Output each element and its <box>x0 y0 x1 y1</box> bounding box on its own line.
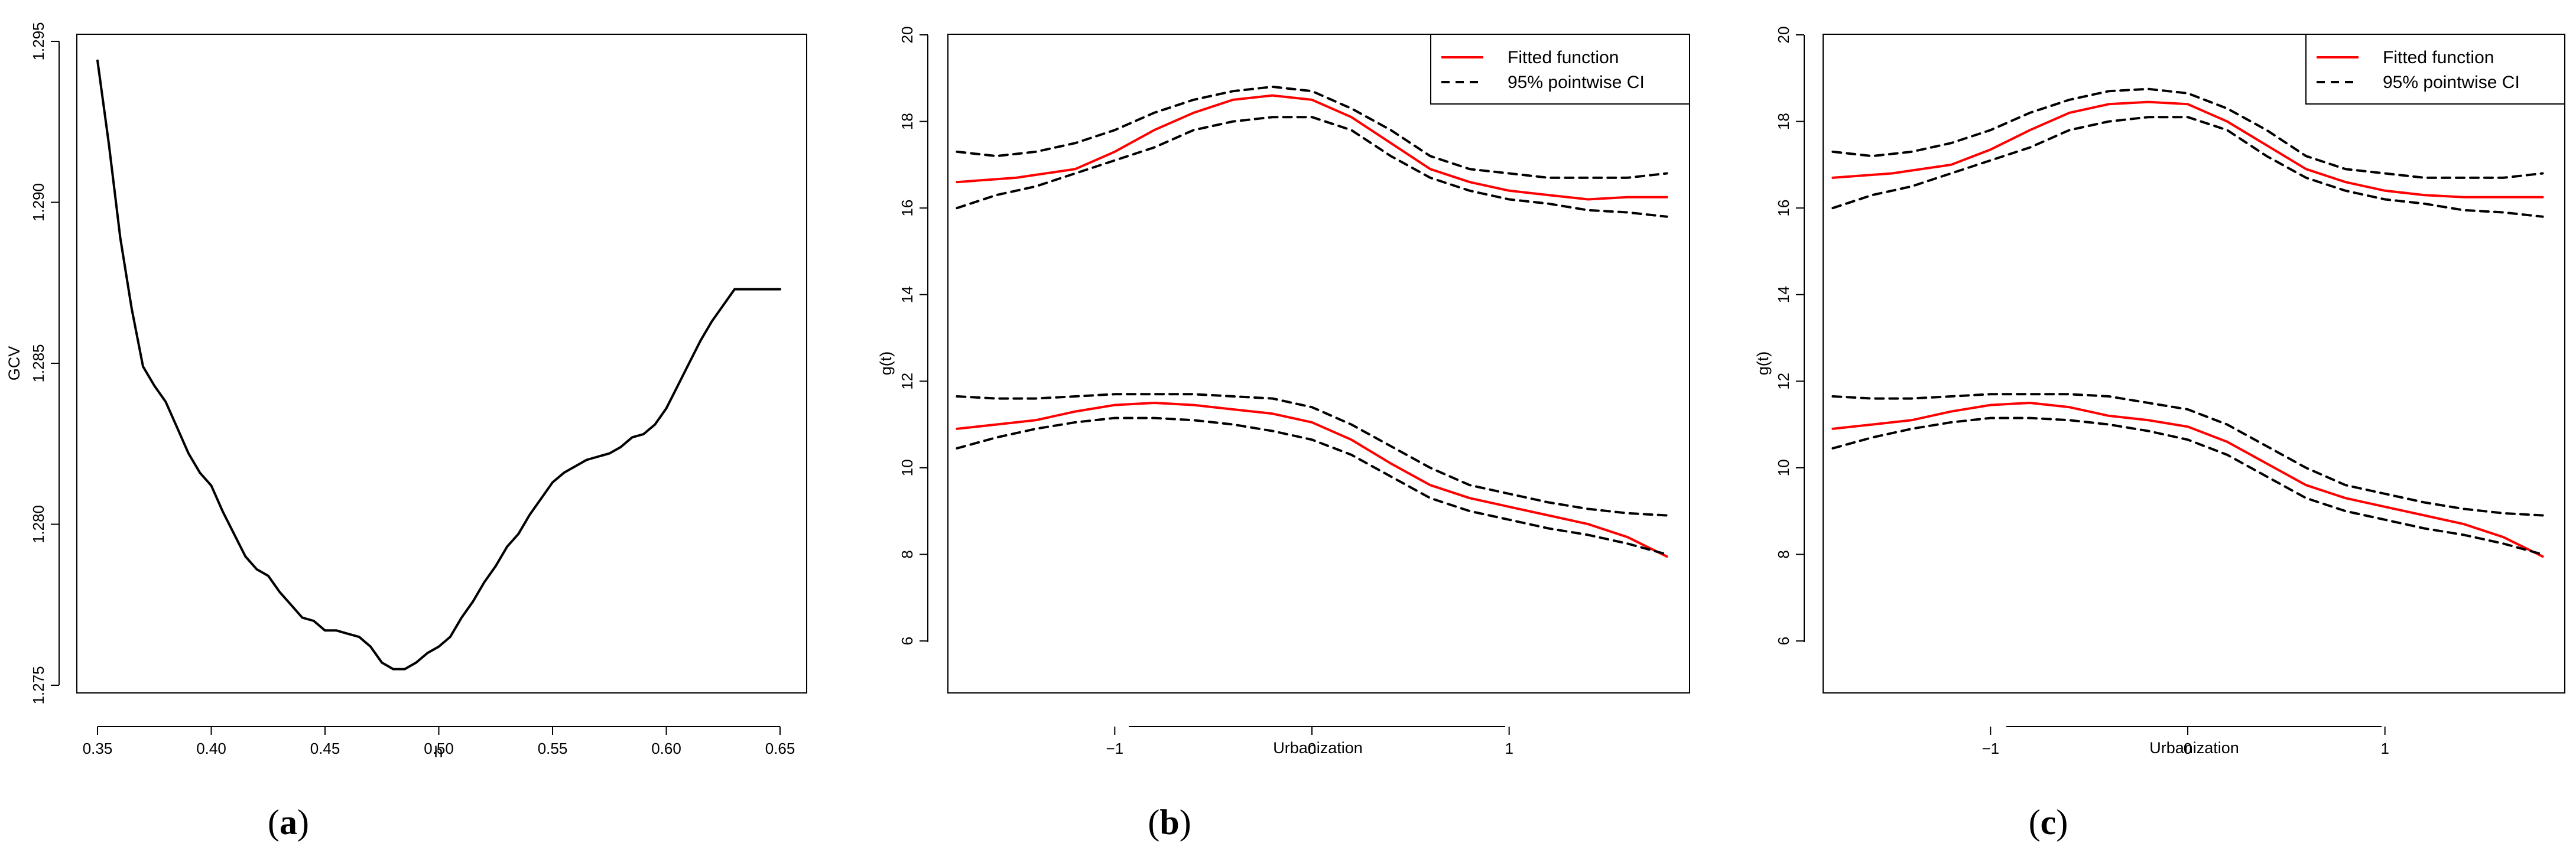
panel-a-caption-open: ( <box>268 803 280 842</box>
panel-c: −1 0 1 Urbanization 6 8 10 12 14 16 18 20 g(t) Fi… <box>1754 27 2565 842</box>
y-tick-label: 8 <box>1775 550 1792 558</box>
series-line-2 <box>956 85 1668 179</box>
panel-c-legend: Fitted function 95% pointwise CI <box>2305 34 2565 105</box>
panel-c-legend-box <box>2305 34 2565 105</box>
y-tick-label: 12 <box>1775 373 1792 390</box>
y-tick-label: 20 <box>1775 27 1792 44</box>
x-tick-label: 0.50 <box>424 740 454 757</box>
panel-c-caption-letter: c <box>2041 803 2057 842</box>
y-tick-label: 18 <box>1775 113 1792 130</box>
y-tick-label: 16 <box>898 200 916 217</box>
panel-c-x-label: Urbanization <box>2149 739 2239 757</box>
y-tick-label: 1.285 <box>30 344 47 382</box>
x-tick-label: 0.60 <box>651 740 681 757</box>
panel-c-legend-fitted-label: Fitted function <box>2383 48 2494 67</box>
y-tick-label: 14 <box>1775 286 1792 303</box>
series-line-2 <box>1831 87 2544 179</box>
panel-a: 0.35 0.40 0.45 0.50 0.55 0.60 0.65 h 1.275 1.28… <box>5 22 807 842</box>
panel-b-y-ticks: 6 8 10 12 14 16 18 20 <box>898 27 928 645</box>
y-tick-label: 12 <box>898 373 916 390</box>
panel-b-series <box>956 85 1668 558</box>
y-tick-label: 1.295 <box>30 22 47 60</box>
series-line-3 <box>1831 116 2544 218</box>
panel-c-caption-open: ( <box>2029 803 2041 842</box>
panel-c-caption-close: ) <box>2056 803 2068 842</box>
panel-c-caption: (c) <box>2029 803 2068 842</box>
panel-b: −1 0 1 Urbanization 6 8 10 12 14 16 18 20 g(t) Fi… <box>877 27 1690 842</box>
panel-b-x-ticks: −1 0 1 <box>1106 727 1513 757</box>
panel-c-y-label: g(t) <box>1754 351 1772 376</box>
panel-b-y-axis: 6 8 10 12 14 16 18 20 g(t) <box>877 27 928 645</box>
series-line-1 <box>96 59 781 670</box>
panel-a-x-label: h <box>434 743 443 761</box>
panel-a-x-axis: 0.35 0.40 0.45 0.50 0.55 0.60 0.65 h <box>83 726 795 761</box>
panel-a-series <box>96 59 781 670</box>
panel-c-y-axis: 6 8 10 12 14 16 18 20 g(t) <box>1754 27 1805 645</box>
series-line-1 <box>1831 100 2544 198</box>
y-tick-label: 1.280 <box>30 505 47 543</box>
panel-b-plot-frame <box>947 34 1690 694</box>
panel-c-legend-ci-label: 95% pointwise CI <box>2383 73 2520 92</box>
panel-b-x-label: Urbanization <box>1273 739 1363 757</box>
panel-b-caption-open: ( <box>1148 803 1159 842</box>
y-tick-label: 16 <box>1775 200 1792 217</box>
y-tick-label: 10 <box>1775 459 1792 476</box>
panel-c-x-axis: −1 0 1 Urbanization <box>1981 726 2389 757</box>
x-tick-label: 0 <box>2184 740 2192 757</box>
series-line-4 <box>1831 402 2544 558</box>
panel-a-caption-letter: a <box>280 803 297 842</box>
series-line-4 <box>956 402 1668 558</box>
y-tick-label: 14 <box>898 286 916 303</box>
series-line-6 <box>956 416 1668 556</box>
panel-b-legend-ci-label: 95% pointwise CI <box>1508 73 1645 92</box>
panel-c-y-ticks: 6 8 10 12 14 16 18 20 <box>1775 27 1804 645</box>
panel-b-caption: (b) <box>1148 803 1191 842</box>
x-tick-label: 1 <box>1505 740 1513 757</box>
x-tick-label: 0 <box>1308 740 1316 757</box>
panel-a-x-ticks: 0.35 0.40 0.45 0.50 0.55 0.60 0.65 <box>83 727 795 757</box>
panel-b-y-label: g(t) <box>877 351 895 376</box>
y-tick-label: 6 <box>1775 637 1792 645</box>
panel-a-y-axis: 1.275 1.280 1.285 1.290 1.295 GCV <box>5 22 60 705</box>
x-tick-label: −1 <box>1106 740 1123 757</box>
x-tick-label: 0.35 <box>83 740 113 757</box>
y-tick-label: 8 <box>898 550 916 558</box>
y-tick-label: 6 <box>898 637 916 645</box>
series-line-1 <box>956 94 1668 201</box>
panel-b-caption-letter: b <box>1159 803 1179 842</box>
panel-b-legend-fitted-label: Fitted function <box>1508 48 1619 67</box>
x-tick-label: 0.40 <box>196 740 226 757</box>
panel-c-x-ticks: −1 0 1 <box>1981 727 2389 757</box>
x-tick-label: 0.65 <box>765 740 795 757</box>
panel-b-caption-close: ) <box>1180 803 1191 842</box>
series-line-3 <box>956 116 1668 218</box>
panel-b-x-axis: −1 0 1 Urbanization <box>1106 726 1513 757</box>
panel-c-series <box>1831 87 2544 558</box>
x-tick-label: −1 <box>1981 740 1999 757</box>
panel-c-plot-frame <box>1823 34 2565 694</box>
panel-b-legend: Fitted function 95% pointwise CI <box>1430 34 1690 105</box>
panel-a-caption: (a) <box>268 803 309 842</box>
series-line-6 <box>1831 416 2544 556</box>
panel-a-y-ticks: 1.275 1.280 1.285 1.290 1.295 <box>30 22 59 705</box>
y-tick-label: 20 <box>898 27 916 44</box>
series-line-5 <box>956 393 1668 517</box>
panel-a-caption-close: ) <box>297 803 309 842</box>
x-tick-label: 0.45 <box>310 740 340 757</box>
panel-a-y-label: GCV <box>5 346 23 381</box>
panel-a-plot-frame <box>76 34 807 694</box>
y-tick-label: 10 <box>898 459 916 476</box>
y-tick-label: 18 <box>898 113 916 130</box>
panel-b-legend-box <box>1430 34 1690 105</box>
x-tick-label: 0.55 <box>538 740 568 757</box>
y-tick-label: 1.290 <box>30 183 47 222</box>
x-tick-label: 1 <box>2380 740 2389 757</box>
series-line-5 <box>1831 393 2544 517</box>
y-tick-label: 1.275 <box>30 666 47 704</box>
